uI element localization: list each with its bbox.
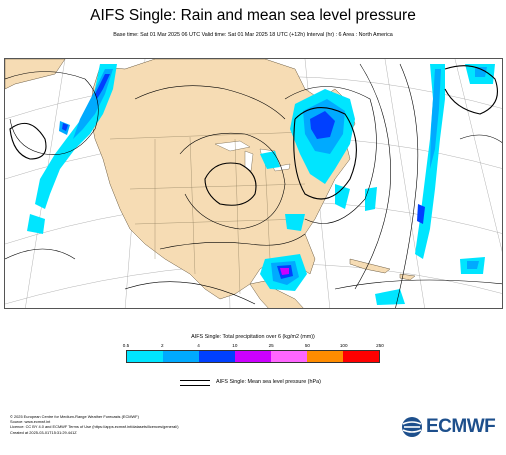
map-canvas — [5, 59, 502, 308]
footer-copyright: © 2025 European Centre for Medium-Range … — [10, 414, 139, 419]
footer-source: Source: www.ecmwf.int — [10, 419, 51, 425]
precip-atlantic — [285, 64, 495, 305]
precip-northeast-storm — [260, 89, 355, 209]
footer-credits: © 2025 European Centre for Medium-Range … — [10, 414, 179, 435]
colorbar-tick: 0.5 — [122, 343, 130, 348]
precip-pacific-band — [27, 64, 117, 234]
land-caribbean — [349, 258, 416, 281]
colorbar — [126, 350, 380, 363]
colorbar-tick: 250 — [376, 343, 384, 348]
footer-licence: Licence: CC BY 4.0 and ECMWF Terms of Us… — [10, 424, 179, 430]
colorbar-tick: 4 — [197, 343, 200, 348]
colorbar-swatch — [127, 351, 163, 362]
colorbar-tick: 25 — [268, 343, 274, 348]
forecast-map — [4, 58, 503, 309]
colorbar-tick: 10 — [232, 343, 238, 348]
colorbar-swatch — [199, 351, 235, 362]
colorbar-tick: 50 — [304, 343, 310, 348]
great-lakes — [214, 140, 291, 172]
mslp-legend-line — [180, 380, 210, 386]
colorbar-swatch — [343, 351, 379, 362]
colorbar-swatch — [307, 351, 343, 362]
colorbar-swatch — [271, 351, 307, 362]
ecmwf-logo: ECMWF — [401, 416, 501, 438]
footer-created: Created at 2025-03-01T15:31:29.441Z — [10, 429, 77, 435]
colorbar-tick: 2 — [160, 343, 164, 348]
colorbar-swatch — [235, 351, 271, 362]
colorbar-ticks: 0.5 2 4 10 25 50 100 250 — [122, 343, 384, 351]
isobars — [5, 63, 502, 308]
colorbar-title: AIFS Single: Total precipitation over 6 … — [191, 334, 315, 340]
colorbar-swatch — [163, 351, 199, 362]
colorbar-tick: 100 — [339, 343, 348, 348]
precip-gulf-cell — [260, 254, 307, 291]
ecmwf-globe-icon — [402, 417, 422, 437]
mslp-legend: AIFS Single: Mean sea level pressure (hP… — [180, 379, 380, 387]
mslp-legend-label: AIFS Single: Mean sea level pressure (hP… — [216, 379, 321, 385]
ecmwf-logo-text: ECMWF — [426, 416, 496, 437]
map-subtitle: Base time: Sat 01 Mar 2025 06 UTC Valid … — [113, 32, 393, 38]
admin-borders — [109, 130, 336, 295]
map-title: AIFS Single: Rain and mean sea level pre… — [90, 7, 416, 24]
land-arctic — [5, 59, 66, 90]
